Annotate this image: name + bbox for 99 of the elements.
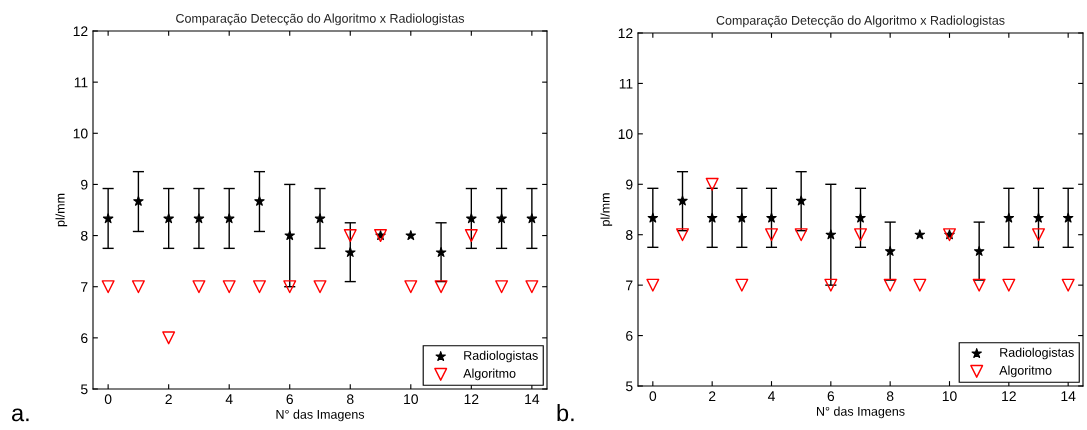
point (133, 195, 144, 206)
point (795, 195, 807, 206)
point (464, 229, 478, 243)
x-tick-label: 14 (525, 394, 540, 404)
point (736, 212, 748, 223)
legend-label: Radiologistas (464, 350, 538, 363)
point (735, 278, 749, 292)
point (283, 280, 297, 294)
chart-title: Comparação Detecção do Algoritmo x Radiologistas (176, 13, 465, 26)
point (972, 278, 986, 292)
point (102, 213, 114, 224)
point (284, 230, 295, 241)
x-tick-label: 0 (104, 394, 112, 405)
y-tick-label: 6 (626, 330, 633, 341)
point (192, 280, 206, 294)
point (313, 280, 327, 294)
point (883, 278, 897, 292)
point (254, 195, 265, 206)
y-tick-label: 12 (618, 28, 633, 39)
point (677, 195, 688, 206)
point (526, 213, 538, 224)
legend-label: Radiologistas (1000, 347, 1074, 360)
y-tick-label: 11 (74, 77, 88, 88)
point (252, 280, 266, 294)
y-tick-label: 5 (625, 381, 633, 392)
y-tick-label: 11 (619, 78, 633, 89)
point (434, 280, 448, 294)
point (223, 213, 235, 224)
y-tick-label: 7 (81, 282, 88, 292)
point (825, 229, 837, 240)
y-tick-label: 8 (626, 230, 633, 240)
point (853, 228, 868, 242)
y-tick-label: 8 (81, 230, 88, 241)
point (1031, 228, 1046, 242)
x-axis-title: N° das Imagens (276, 409, 365, 422)
point (1033, 212, 1044, 223)
x-tick-label: 4 (225, 394, 233, 404)
y-axis-title: pl/mm (600, 193, 613, 226)
point (435, 246, 447, 257)
point (675, 228, 690, 242)
x-tick-label: 4 (767, 391, 775, 401)
point (222, 280, 236, 294)
point (404, 280, 418, 294)
point (824, 278, 838, 292)
x-tick-label: 0 (649, 391, 657, 402)
point (913, 278, 927, 292)
y-tick-label: 10 (73, 128, 88, 139)
point (1003, 212, 1015, 223)
point (914, 229, 926, 240)
point (345, 246, 356, 257)
x-tick-label: 10 (404, 394, 418, 405)
legend-label: Algoritmo (463, 368, 516, 381)
point (466, 213, 477, 224)
text: a. (12, 408, 29, 422)
y-tick-label: 9 (626, 179, 633, 190)
point (131, 280, 145, 294)
point (101, 280, 115, 294)
point (1062, 212, 1074, 223)
x-tick-label: 8 (886, 391, 894, 402)
point (163, 213, 174, 224)
point (794, 228, 808, 242)
point (705, 177, 719, 191)
point (405, 230, 417, 241)
point (525, 280, 539, 294)
point (343, 229, 357, 243)
y-tick-label: 7 (626, 280, 633, 291)
y-tick-label: 9 (81, 179, 88, 190)
x-tick-label: 12 (464, 394, 479, 404)
text: b. (557, 403, 574, 422)
y-tick-label: 6 (81, 333, 88, 344)
point (646, 278, 660, 292)
x-tick-label: 12 (1002, 391, 1016, 401)
point (495, 280, 509, 294)
x-tick-label: 2 (709, 391, 716, 401)
y-tick-label: 12 (73, 26, 88, 37)
point (973, 245, 985, 256)
x-tick-label: 8 (347, 394, 354, 405)
point (1002, 278, 1016, 292)
point (496, 213, 507, 224)
point (1061, 278, 1075, 292)
point (647, 212, 659, 223)
y-tick-label: 10 (618, 129, 633, 140)
point (855, 212, 866, 223)
x-tick-label: 6 (827, 391, 835, 402)
x-axis-title: N° das Imagens (816, 406, 905, 419)
point (766, 212, 777, 223)
point (193, 213, 205, 224)
point (764, 228, 779, 242)
point (706, 212, 718, 223)
x-tick-label: 2 (165, 394, 172, 404)
chart-title: Comparação Detecção do Algoritmo x Radiologistas (716, 15, 1005, 28)
point (884, 245, 896, 256)
point (162, 331, 176, 345)
x-tick-label: 10 (942, 391, 957, 402)
legend-label: Algoritmo (999, 365, 1052, 378)
x-tick-label: 14 (1061, 391, 1076, 401)
y-tick-label: 5 (80, 384, 88, 395)
x-tick-label: 6 (286, 394, 293, 405)
y-axis-title: pl/mm (55, 193, 68, 227)
